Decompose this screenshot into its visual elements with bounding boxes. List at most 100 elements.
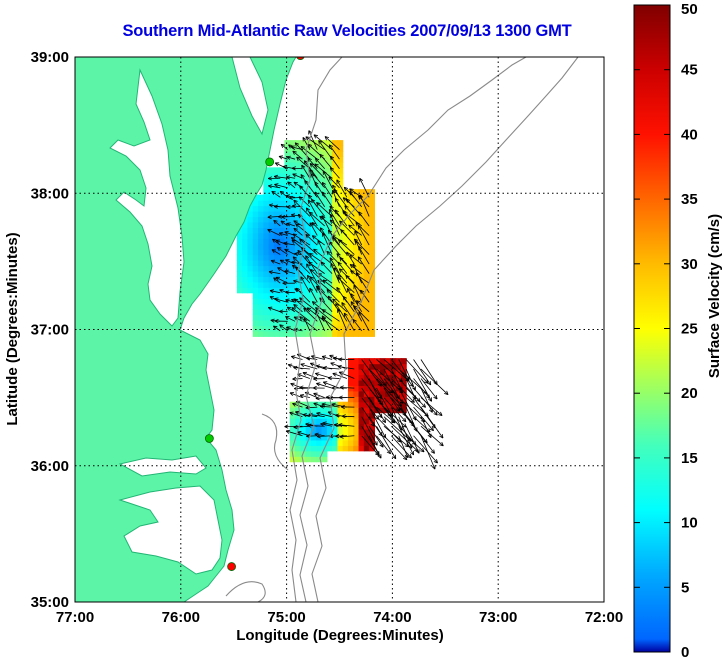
velocity-cell — [369, 379, 376, 386]
colorbar-label: Surface Velocity (cm/s) — [706, 214, 723, 378]
velocity-vector-head — [337, 239, 341, 244]
velocity-vector — [349, 264, 362, 274]
velocity-cell — [363, 303, 370, 310]
velocity-vector-head — [279, 324, 284, 326]
velocity-cell — [295, 434, 301, 441]
velocity-cell — [284, 281, 291, 288]
velocity-cell — [247, 265, 254, 272]
velocity-cell — [363, 358, 370, 365]
velocity-cell — [252, 287, 259, 294]
velocity-cell — [347, 390, 354, 397]
velocity-vector-head — [306, 357, 310, 361]
velocity-vector-head — [294, 142, 297, 147]
velocity-cell — [347, 205, 354, 212]
velocity-vector — [291, 239, 311, 255]
velocity-cell — [342, 445, 349, 452]
velocity-cell — [374, 363, 381, 370]
velocity-cell — [363, 292, 370, 299]
velocity-vector-head — [322, 422, 327, 426]
velocity-cell — [289, 227, 296, 234]
velocity-vector — [279, 232, 288, 236]
velocity-vector-head — [339, 385, 344, 388]
velocity-vector — [383, 397, 407, 423]
velocity-cell — [369, 287, 376, 294]
velocity-cell — [310, 151, 317, 158]
velocity-cell — [358, 281, 365, 288]
velocity-vector-head — [316, 412, 320, 416]
velocity-vector — [286, 222, 296, 227]
velocity-cell — [295, 254, 301, 261]
velocity-cell — [358, 374, 365, 381]
velocity-vector — [383, 416, 412, 442]
velocity-vector — [336, 287, 348, 303]
velocity-cell — [236, 232, 243, 239]
velocity-vector-head — [313, 248, 318, 251]
velocity-cell — [284, 319, 291, 327]
velocity-vector — [355, 240, 363, 255]
velocity-cell — [310, 309, 317, 316]
velocity-vector-head — [399, 391, 404, 394]
velocity-cell — [316, 298, 323, 305]
velocity-vector — [292, 264, 303, 274]
colorbar-tick-label: 20 — [681, 385, 698, 402]
velocity-vector — [398, 426, 414, 456]
velocity-vector — [293, 304, 303, 313]
velocity-cell — [358, 412, 365, 419]
velocity-vector — [329, 257, 340, 274]
velocity-cell — [326, 445, 333, 452]
velocity-vector-head — [378, 433, 383, 437]
velocity-vector — [328, 377, 340, 379]
velocity-cell — [289, 200, 296, 207]
velocity-cell — [295, 205, 301, 212]
velocity-cell — [326, 254, 333, 261]
velocity-cell — [326, 412, 333, 419]
velocity-vector-head — [411, 419, 414, 424]
velocity-vector-head — [350, 270, 355, 272]
velocity-cell — [300, 319, 307, 327]
velocity-cell — [263, 330, 270, 337]
velocity-cell — [305, 151, 312, 158]
velocity-vector-head — [296, 156, 299, 161]
velocity-vector-head — [297, 431, 302, 433]
velocity-vector — [346, 288, 355, 303]
velocity-vector-head — [381, 413, 383, 418]
velocity-cell — [316, 232, 323, 239]
velocity-vector-head — [276, 247, 280, 252]
velocity-vector-head — [307, 144, 310, 149]
velocity-vector-head — [292, 205, 296, 209]
velocity-vector-head — [285, 194, 291, 197]
velocity-vector-head — [286, 155, 291, 158]
velocity-cell — [295, 450, 301, 457]
velocity-vector — [329, 205, 340, 217]
colorbar-tick-label: 40 — [681, 126, 698, 143]
velocity-cell — [305, 445, 312, 452]
velocity-cell — [347, 412, 354, 419]
velocity-cell — [273, 276, 280, 283]
velocity-cell — [300, 161, 307, 168]
velocity-vector-head — [293, 304, 296, 309]
velocity-vector-head — [327, 377, 332, 381]
velocity-cell — [347, 227, 354, 234]
velocity-cell — [332, 178, 338, 185]
velocity-cell — [310, 276, 317, 283]
velocity-cell — [268, 260, 275, 267]
velocity-cell — [268, 221, 275, 228]
velocity-cell — [332, 140, 338, 147]
velocity-vector-head — [322, 279, 328, 282]
velocity-vector — [383, 425, 409, 448]
velocity-vector-head — [322, 421, 327, 424]
velocity-vector — [390, 368, 403, 391]
velocity-cell — [332, 428, 338, 436]
velocity-cell — [326, 407, 333, 414]
velocity-cell — [326, 232, 333, 239]
velocity-cell — [363, 281, 370, 288]
velocity-vector-head — [338, 357, 343, 360]
velocity-vector-head — [433, 461, 438, 464]
velocity-cell — [273, 298, 280, 305]
velocity-vector-head — [309, 276, 312, 281]
velocity-vector-head — [273, 277, 276, 282]
velocity-vector — [289, 196, 303, 199]
velocity-cell — [273, 303, 280, 310]
velocity-cell — [332, 232, 338, 239]
velocity-cell — [379, 358, 386, 365]
